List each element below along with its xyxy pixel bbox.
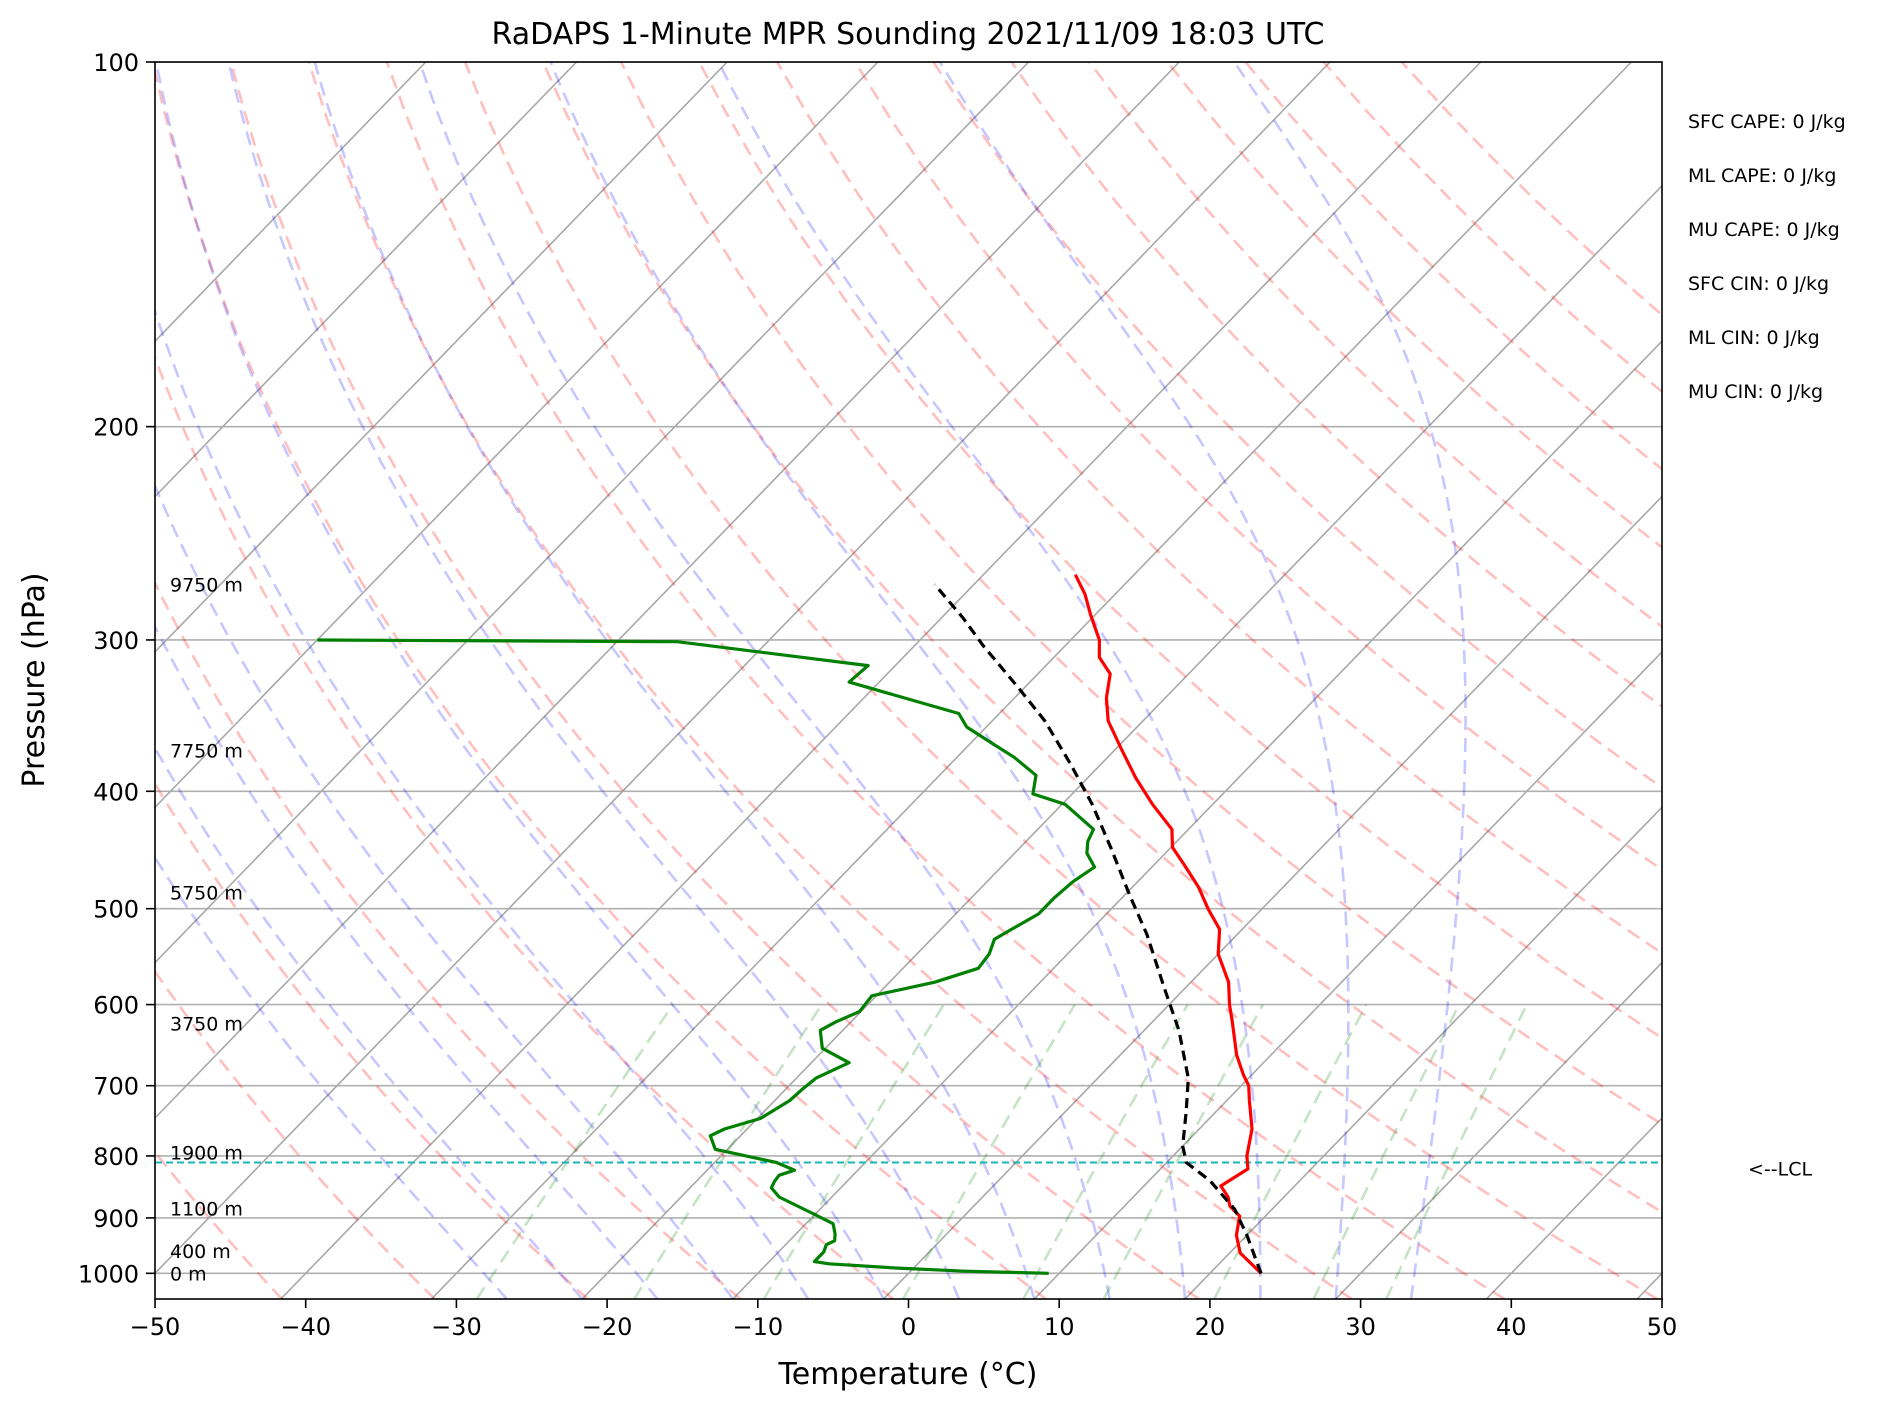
moist-adiabat-line [549, 62, 1187, 1299]
mixing-ratio-line [901, 1003, 1076, 1299]
lcl-label: <--LCL [1748, 1158, 1812, 1180]
dry-adiabat-line [155, 1149, 283, 1299]
y-tick-label: 900 [93, 1205, 139, 1233]
isotherm-line [1335, 961, 1662, 1299]
isotherm-line [430, 62, 1632, 1299]
moist-adiabat-line [155, 855, 508, 1299]
dry-adiabat-line [619, 62, 1662, 1126]
moist-adiabat-line [155, 307, 810, 1299]
moist-adiabat-line [155, 62, 885, 1299]
y-tick-label: 700 [93, 1073, 139, 1101]
y-tick-label: 800 [93, 1143, 139, 1171]
x-tick-label: −30 [431, 1313, 482, 1341]
annotations: 9750 m 7750 m 5750 m 3750 m 1900 m 1100 m 400 … [170, 111, 1846, 1285]
mixing-ratio-line [633, 1003, 823, 1299]
dry-adiabat-line [155, 66, 1047, 1299]
stability-index: MU CIN: 0 J/kg [1688, 381, 1823, 403]
x-tick-label: 10 [1044, 1313, 1075, 1341]
x-tick-label: 30 [1345, 1313, 1376, 1341]
x-tick-label: −10 [732, 1313, 783, 1341]
isotherm-line [883, 495, 1662, 1299]
y-tick-label: 500 [93, 896, 139, 924]
isotherm-line [581, 184, 1662, 1299]
y-tick-label: 600 [93, 992, 139, 1020]
x-tick-label: −20 [582, 1313, 633, 1341]
isotherm-line [155, 62, 728, 654]
stability-index: MU CAPE: 0 J/kg [1688, 219, 1840, 241]
dry-adiabat-line [385, 62, 1506, 1299]
isotherm-line [155, 62, 1180, 1120]
moist-adiabat-line [717, 62, 1262, 1299]
dry-adiabat-line [697, 62, 1662, 1040]
mixing-ratio-line [1385, 1004, 1528, 1299]
height-label: 7750 m [170, 740, 243, 762]
height-label: 1900 m [170, 1143, 243, 1165]
x-tick-label: 20 [1195, 1313, 1226, 1341]
mixing-ratio-line [1213, 1003, 1368, 1299]
dry-adiabat-line [932, 62, 1662, 790]
dry-adiabat-line [1088, 62, 1662, 629]
moist-adiabat-line [155, 623, 659, 1299]
x-axis-title: Temperature (°C) [778, 1357, 1038, 1392]
y-axis-title: Pressure (hPa) [17, 572, 52, 787]
parcel-trace [933, 583, 1263, 1274]
mixing-ratio-line [762, 1003, 945, 1299]
mixing-ratio-line [1102, 1003, 1265, 1299]
height-label: 9750 m [170, 575, 243, 597]
mixing-ratio-line [1022, 1003, 1189, 1299]
height-label: 400 m [170, 1241, 231, 1263]
isotherm-line [155, 62, 879, 809]
moist-adiabat-line [313, 62, 1036, 1299]
isotherm-line [732, 340, 1662, 1299]
height-label: 3750 m [170, 1014, 243, 1036]
y-tick-label: 100 [93, 49, 139, 77]
y-tick-label: 400 [93, 778, 139, 806]
chart-title: RaDAPS 1-Minute MPR Sounding 2021/11/09 … [492, 17, 1325, 52]
stability-index: SFC CIN: 0 J/kg [1688, 273, 1829, 295]
isotherm-line [155, 62, 1331, 1275]
x-tick-label: 50 [1647, 1313, 1678, 1341]
isotherm-line [280, 62, 1482, 1299]
dry-adiabat-line [463, 62, 1658, 1299]
dry-adiabat-line [155, 969, 436, 1299]
isotherm-line [155, 62, 1030, 964]
sounding-traces [317, 573, 1263, 1275]
mixing-ratio-line [475, 1003, 674, 1299]
dry-adiabat-line [155, 580, 742, 1299]
axis-ticks: −50 −40 −30 −20 −10 0 10 20 30 40 50 100 200 300 400 50… [78, 49, 1677, 1341]
height-label: 0 m [170, 1263, 207, 1285]
height-label: 5750 m [170, 883, 243, 905]
isotherm-line [1184, 806, 1662, 1299]
moist-adiabat-line [418, 62, 1111, 1299]
y-tick-label: 1000 [78, 1260, 139, 1288]
y-tick-label: 300 [93, 627, 139, 655]
moist-adiabat-line [227, 62, 961, 1299]
stability-index: ML CAPE: 0 J/kg [1688, 165, 1836, 187]
moist-adiabat-line [1233, 62, 1467, 1299]
stability-index: SFC CAPE: 0 J/kg [1688, 111, 1846, 133]
y-tick-label: 200 [93, 414, 139, 442]
dry-adiabat-line [229, 62, 1200, 1299]
height-label: 1100 m [170, 1198, 243, 1220]
x-tick-label: 0 [901, 1313, 916, 1341]
background-lines [155, 62, 1662, 1299]
isotherm-line [155, 62, 427, 343]
stability-index: ML CIN: 0 J/kg [1688, 327, 1820, 349]
moist-adiabat-line [155, 745, 584, 1299]
dry-adiabat-line [776, 62, 1662, 955]
x-tick-label: −40 [280, 1313, 331, 1341]
x-tick-label: −50 [130, 1313, 181, 1341]
isotherm-line [1033, 650, 1662, 1299]
x-tick-label: 40 [1496, 1313, 1527, 1341]
dry-adiabat-line [854, 62, 1662, 872]
dry-adiabat-line [1010, 62, 1662, 709]
mixing-ratio-line [1312, 1004, 1461, 1299]
isotherm-line [155, 62, 578, 498]
temperature-trace [1073, 573, 1263, 1275]
dry-adiabat-line [541, 62, 1662, 1214]
moist-adiabat-line [938, 62, 1350, 1299]
dry-adiabat-line [155, 353, 895, 1299]
dewpoint-trace [317, 638, 1097, 1275]
